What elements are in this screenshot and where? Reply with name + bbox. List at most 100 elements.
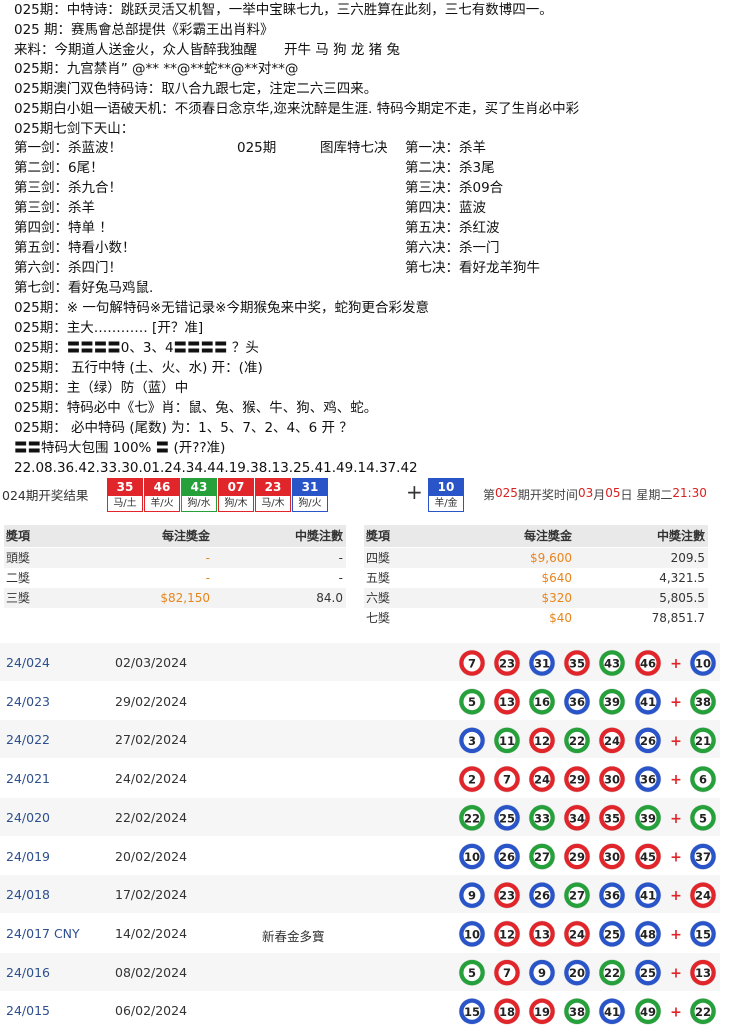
table-cell: $640 (541, 571, 572, 585)
table-cell: - (205, 551, 210, 565)
ball-number: 10 (464, 850, 480, 864)
ball-number: 26 (640, 734, 656, 748)
ball-inner (498, 654, 516, 672)
ball-number: 5 (468, 695, 476, 709)
draw-id: 24/024 (6, 655, 50, 670)
plus: + (670, 888, 682, 904)
ball-inner (533, 1002, 551, 1020)
ball-inner (603, 809, 621, 827)
ball-number: 39 (640, 811, 656, 825)
ball-number: 29 (569, 773, 585, 787)
ball-zodiac: 羊/火 (150, 498, 174, 509)
sword-line: 第六剑：杀四门！ (14, 260, 122, 276)
table-cell: 二獎 (6, 571, 31, 585)
table-cell: 三獎 (6, 591, 31, 605)
ball-number: 41 (604, 1005, 620, 1019)
plus: + (670, 733, 682, 749)
ball-number: 15 (695, 927, 711, 941)
table-cell: - (205, 571, 210, 585)
text-line: 025期： 必中特码 (尾数) 为：1、5、7、2、4、6 开 ？ (14, 420, 353, 436)
result-ball: 07 狗/木 (218, 478, 254, 512)
ball-inner (694, 848, 712, 865)
result-ball: 10 羊/金 (428, 478, 464, 512)
plus: + (670, 656, 682, 672)
ball-inner (533, 964, 551, 982)
ball-inner (533, 925, 551, 943)
ball-inner (639, 770, 657, 788)
sword-period: 025期 (237, 140, 277, 156)
ball-inner (603, 770, 621, 788)
table-row-bg (4, 568, 346, 588)
ball-inner (603, 1002, 621, 1020)
sword-line: 第三剑：杀羊 (14, 200, 95, 216)
ball-number: 07 (219, 479, 253, 496)
ball-number: 10 (695, 657, 711, 671)
text-line: 025期：中特诗：跳跃灵活又机智，一举中宝睐七九，三六胜算在此刻，三七有数博四一… (14, 2, 553, 18)
draw-date: 24/02/2024 (115, 771, 188, 787)
ball-inner (498, 809, 516, 827)
ball-number: 24 (695, 889, 711, 903)
text-line: 025期：※ 一句解特码※无错记录※今期猴兔来中奖，蛇狗更合彩发意 (14, 300, 429, 316)
ball-number: 22 (464, 811, 480, 825)
ball-number: 36 (569, 695, 585, 709)
ball-number: 25 (499, 811, 515, 825)
result-ball: 23 马/木 (255, 478, 291, 512)
text-line: 22.08.36.42.33.30.01.24.34.44.19.38.13.2… (14, 460, 418, 476)
ball-number: 37 (695, 850, 711, 864)
ball-number: 49 (640, 1005, 656, 1019)
plus: + (670, 927, 682, 943)
ball-inner (463, 964, 481, 982)
ball-inner (568, 654, 586, 672)
table-cell: 4,321.5 (659, 571, 705, 585)
ball-inner (463, 1002, 481, 1020)
ball-number: 22 (695, 1005, 711, 1019)
next-draw: 03 (577, 486, 594, 500)
ball-number: 30 (604, 850, 620, 864)
ball-inner (639, 848, 657, 865)
plus: + (670, 695, 682, 711)
plus: + (670, 772, 682, 788)
text-line: 025期：〓〓〓〓0、3、4〓〓〓〓 ？头 (14, 340, 259, 356)
result-label: 024期开奖结果 (2, 488, 89, 503)
table-cell: $82,150 (160, 591, 210, 605)
ball-inner (694, 886, 712, 904)
table-header-bg (4, 525, 346, 547)
ball-number: 10 (464, 927, 480, 941)
ball-number: 5 (699, 811, 707, 825)
draw-id: 24/016 (6, 964, 50, 980)
ball-number: 12 (499, 927, 515, 941)
ball-number: 21 (695, 734, 711, 748)
draw-id: 24/017 CNY (6, 925, 80, 941)
ball-inner (463, 770, 481, 788)
table-row-bg (364, 588, 708, 608)
result-ball: 43 狗/水 (181, 478, 217, 512)
table-header: 每注獎金 (161, 529, 210, 543)
ball-inner (639, 693, 657, 711)
jue-line: 第二决：杀3尾 (405, 160, 495, 176)
ball-number: 9 (538, 966, 546, 980)
draw-date: 20/02/2024 (115, 848, 188, 864)
plus: + (670, 1004, 682, 1020)
draw-id: 24/022 (6, 732, 50, 748)
ball-inner (568, 964, 586, 982)
table-cell: 五獎 (366, 571, 391, 585)
ball-number: 23 (499, 889, 515, 903)
ball-inner (498, 886, 516, 904)
text-line: 025期七剑下天山： (14, 120, 135, 137)
draw-id: 24/020 (6, 809, 50, 825)
sword-line: 第五剑：特看小数！ (14, 240, 136, 256)
ball-number: 7 (503, 966, 511, 980)
table-cell: - (338, 551, 343, 565)
next-draw: 05 (605, 486, 621, 500)
ball-number: 15 (464, 1005, 480, 1019)
table-cell: 5,805.5 (659, 591, 705, 605)
ball-inner (639, 925, 657, 943)
ball-zodiac: 马/木 (261, 498, 285, 509)
draw-date: 06/02/2024 (115, 1003, 188, 1019)
ball-zodiac: 羊/金 (434, 498, 458, 509)
ball-inner (498, 925, 516, 943)
ball-number: 43 (604, 657, 620, 671)
table-cell: 七獎 (366, 611, 391, 625)
ball-inner (568, 809, 586, 827)
